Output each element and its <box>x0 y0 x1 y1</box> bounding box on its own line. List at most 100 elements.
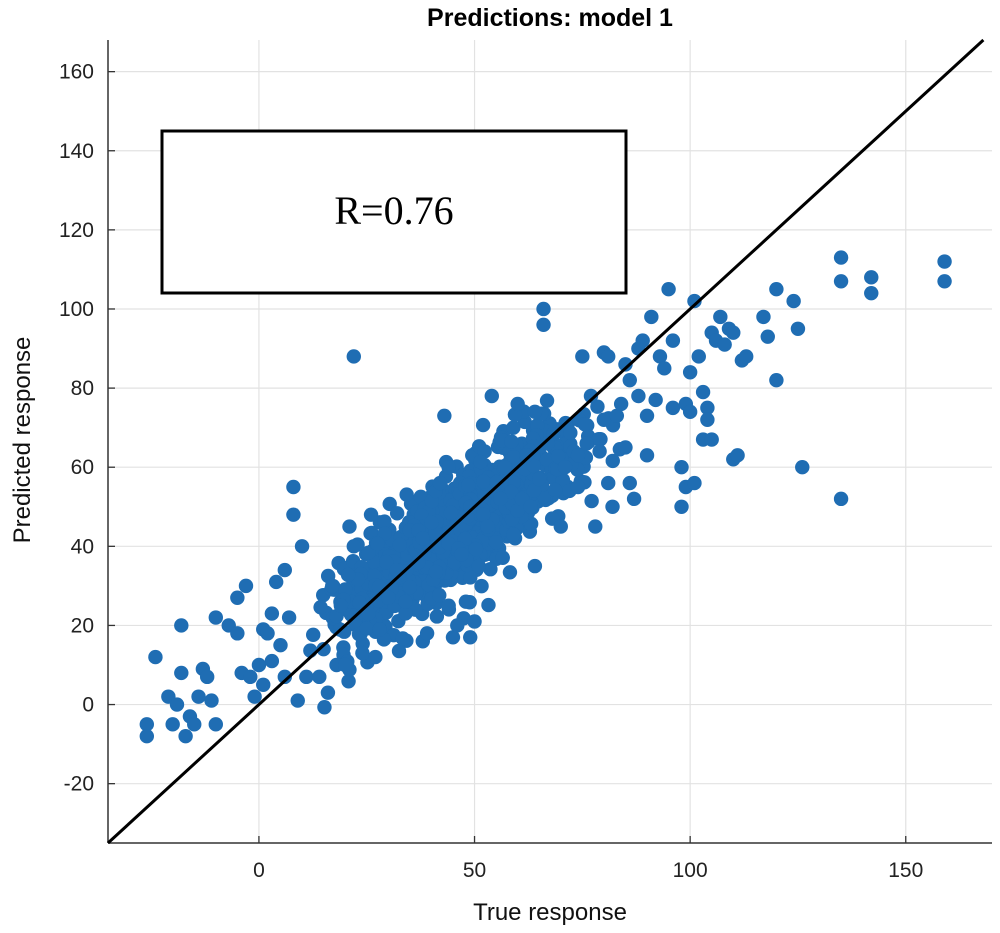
data-point <box>833 250 849 265</box>
y-tick-label: 40 <box>71 535 94 558</box>
data-point <box>510 396 525 412</box>
data-point <box>441 598 456 613</box>
data-point <box>639 448 655 463</box>
data-point <box>281 610 297 625</box>
data-point <box>424 515 439 530</box>
y-tick-label: 140 <box>59 140 94 163</box>
data-point <box>251 657 267 673</box>
data-point <box>648 392 663 408</box>
data-point <box>605 453 620 469</box>
data-point <box>550 448 566 464</box>
data-point <box>618 440 633 455</box>
data-point <box>377 514 392 529</box>
data-point <box>539 393 555 408</box>
data-point <box>359 621 374 636</box>
data-point <box>333 598 349 613</box>
y-tick-label: 20 <box>71 614 94 637</box>
data-point <box>238 578 254 594</box>
data-point <box>230 590 245 605</box>
data-point <box>377 526 392 541</box>
data-point <box>468 541 484 557</box>
data-point <box>174 618 189 633</box>
data-point <box>346 539 361 554</box>
data-point <box>208 610 224 625</box>
data-point <box>208 717 224 732</box>
data-point <box>584 493 599 509</box>
data-point <box>199 669 215 685</box>
data-point <box>652 349 668 364</box>
data-point <box>306 627 321 643</box>
data-point <box>483 562 498 577</box>
data-point <box>769 282 784 297</box>
data-point <box>317 700 332 715</box>
data-point <box>570 479 586 495</box>
data-point <box>739 349 754 364</box>
y-tick-label: 160 <box>59 61 94 84</box>
data-point <box>286 479 301 495</box>
data-point <box>618 357 633 372</box>
data-point <box>391 643 407 659</box>
data-point <box>592 444 607 459</box>
y-tick-label: 0 <box>82 694 94 717</box>
data-point <box>613 396 629 412</box>
data-point <box>230 626 245 641</box>
data-point <box>519 448 534 463</box>
data-point <box>437 408 452 423</box>
data-point <box>481 597 496 613</box>
data-point <box>489 474 504 490</box>
data-point <box>299 669 314 685</box>
data-point <box>443 505 459 520</box>
data-point <box>590 399 605 414</box>
data-point <box>428 564 444 580</box>
data-point <box>506 527 521 542</box>
data-point <box>555 472 571 488</box>
annotation-text: R=0.76 <box>334 188 453 233</box>
data-point <box>361 606 376 621</box>
data-point <box>504 434 519 449</box>
data-point <box>639 408 655 423</box>
data-point <box>937 254 952 269</box>
data-point <box>413 489 429 505</box>
data-point <box>432 588 447 603</box>
data-point <box>355 645 370 661</box>
reference-line <box>106 38 985 845</box>
data-point <box>674 499 689 514</box>
data-point <box>790 321 806 336</box>
data-point <box>294 539 310 554</box>
data-point <box>395 631 410 646</box>
data-point <box>601 475 616 491</box>
data-point <box>277 562 292 578</box>
data-point <box>588 519 603 534</box>
annotation-frame <box>160 129 628 295</box>
data-point <box>474 578 489 594</box>
data-point <box>532 471 547 487</box>
data-point <box>833 491 849 507</box>
chart-title: Predictions: model 1 <box>427 4 673 32</box>
data-point <box>204 693 219 708</box>
data-point <box>398 594 413 609</box>
data-point <box>475 417 491 433</box>
data-point <box>601 349 616 364</box>
data-point <box>475 507 491 522</box>
data-point <box>381 590 396 605</box>
data-point <box>463 499 478 514</box>
data-point <box>445 630 461 645</box>
data-point <box>527 404 543 420</box>
y-tick-label: 60 <box>71 456 94 479</box>
y-tick-label: 100 <box>59 298 94 321</box>
data-point <box>622 372 637 388</box>
data-point <box>591 431 607 447</box>
data-point <box>622 475 637 491</box>
data-point <box>389 506 405 521</box>
y-tick-label: 80 <box>71 377 94 400</box>
data-point <box>540 436 556 451</box>
data-point <box>674 460 689 475</box>
data-point <box>526 458 541 474</box>
data-point <box>463 630 478 645</box>
data-point <box>506 420 521 435</box>
data-point <box>346 349 361 364</box>
data-point <box>392 537 407 553</box>
data-point <box>372 622 387 637</box>
data-point <box>553 519 568 534</box>
data-point <box>264 606 280 621</box>
